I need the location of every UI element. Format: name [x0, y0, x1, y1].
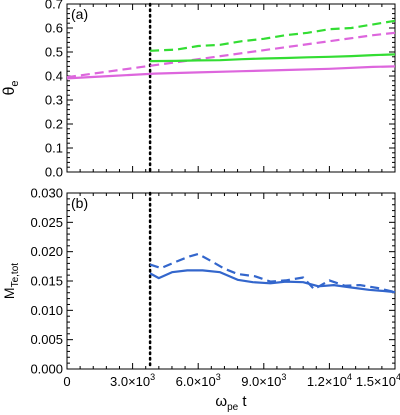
x-tick-mantissa: 9.0×10: [241, 374, 281, 389]
y-tick-label: 0.3: [45, 93, 63, 108]
marks-a: 0.0 0.1 0.2 0.3 0.4 0.5 0.6 0.7: [45, 0, 396, 180]
x-tick-mantissa: 0: [63, 374, 70, 389]
series-line-2: [66, 31, 396, 79]
panel-a: 0.0 0.1 0.2 0.3 0.4 0.5 0.6 0.7 (a) θe: [1, 0, 396, 180]
y-tick-label: 0.2: [45, 117, 63, 132]
x-tick-label: 6.0×103: [176, 372, 221, 389]
x-tick-label: 1.5×104: [356, 372, 400, 389]
series-line-1: [149, 269, 396, 294]
x-tick-exponent: 4: [347, 372, 352, 382]
x-axis-label: ωpe t: [215, 393, 247, 413]
x-tick-exponent: 3: [216, 372, 221, 382]
x-tick-mantissa: 1.2×10: [307, 374, 347, 389]
x-tick-exponent: 3: [150, 372, 155, 382]
x-tick-exponent: 3: [281, 372, 286, 382]
x-axis-label-rest: t: [238, 393, 247, 410]
series-line-3: [150, 53, 396, 63]
x-axis-label-sub: pe: [227, 402, 239, 413]
y-tick-label: 0.010: [30, 303, 63, 318]
series-line-1: [66, 65, 396, 80]
y-tick-label: 0.4: [45, 69, 63, 84]
y-tick-label: 0.005: [30, 332, 63, 347]
panel-b: 0.000 0.005 0.010 0.015 0.020 0.025 0.030 0 3.0×…: [1, 186, 400, 414]
y-tick-label: 0.015: [30, 274, 63, 289]
x-tick-label: 0: [63, 374, 70, 389]
x-tick-label: 9.0×103: [241, 372, 286, 389]
y-tick-label: 0.5: [45, 45, 63, 60]
x-tick-mantissa: 1.5×10: [356, 374, 396, 389]
x-axis-label-main: ω: [215, 393, 227, 410]
y-axis-label-b: MTe,tot: [1, 263, 21, 299]
x-tick-exponent: 4: [396, 372, 400, 382]
y-tick-label: 0.0: [45, 165, 63, 180]
marks-b: 0.000 0.005 0.010 0.015 0.020 0.025 0.030 0 3.0×…: [30, 186, 400, 390]
y-tick-label: 0.7: [45, 0, 63, 12]
y-tick-label: 0.030: [30, 186, 63, 201]
series-line-2: [149, 252, 396, 294]
y-axis-label-sub-b: Te,tot: [10, 263, 21, 288]
y-axis-label-main-a: θ: [1, 87, 18, 96]
panel-label-a: (a): [71, 6, 88, 22]
y-axis-label-sub-a: e: [9, 80, 21, 86]
x-tick-mantissa: 6.0×10: [176, 374, 216, 389]
y-tick-label: 0.025: [30, 215, 63, 230]
panel-label-b: (b): [71, 195, 88, 211]
y-tick-label: 0.6: [45, 21, 63, 36]
x-tick-label: 3.0×103: [110, 372, 155, 389]
y-tick-label: 0.1: [45, 141, 63, 156]
plot-frame-b: [66, 192, 396, 370]
series-line-4: [150, 19, 396, 52]
y-axis-label-a: θe: [1, 80, 21, 95]
y-tick-label: 0.020: [30, 244, 63, 259]
plot-frame-a: [66, 3, 396, 173]
y-tick-label: 0.000: [30, 362, 63, 377]
x-tick-mantissa: 3.0×10: [110, 374, 150, 389]
x-tick-label: 1.2×104: [307, 372, 352, 389]
y-axis-label-main-b: M: [1, 287, 17, 299]
